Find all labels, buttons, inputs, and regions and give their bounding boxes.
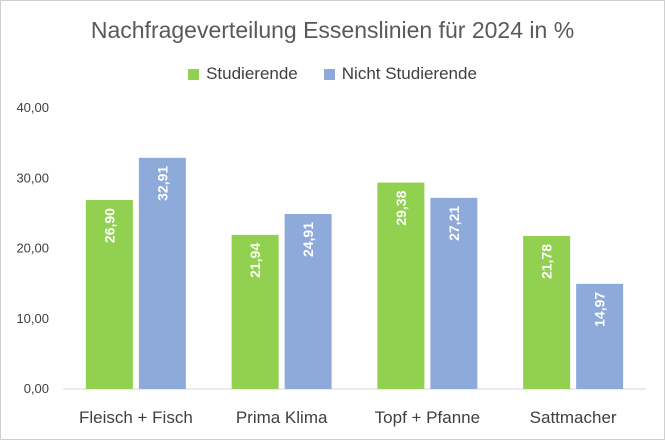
- legend-label-nicht-studierende: Nicht Studierende: [341, 64, 477, 83]
- bar: [576, 283, 624, 389]
- y-tick-label: 10,00: [16, 311, 49, 326]
- category-label: Fleisch + Fisch: [79, 408, 193, 427]
- bar: [523, 235, 571, 389]
- chart-title: Nachfrageverteilung Essenslinien für 202…: [90, 17, 575, 43]
- data-label: 14,97: [592, 292, 608, 327]
- bar: [85, 200, 133, 389]
- data-label: 27,21: [446, 206, 462, 241]
- data-label: 24,91: [300, 222, 316, 257]
- y-tick-label: 30,00: [16, 170, 49, 185]
- legend-swatch-studierende: [188, 68, 200, 80]
- legend-swatch-nicht-studierende: [323, 68, 335, 80]
- y-tick-label: 20,00: [16, 241, 49, 256]
- chart-legend: Studierende Nicht Studierende: [1, 64, 664, 84]
- bar: [231, 234, 279, 389]
- legend-item-studierende: Studierende: [188, 64, 298, 84]
- category-label: Sattmacher: [530, 408, 617, 427]
- bar: [377, 182, 425, 389]
- data-label: 32,91: [154, 166, 170, 201]
- data-label: 26,90: [101, 208, 117, 243]
- category-label: Topf + Pfanne: [375, 408, 480, 427]
- data-label: 21,78: [539, 244, 555, 279]
- y-tick-label: 40,00: [16, 100, 49, 115]
- legend-item-nicht-studierende: Nicht Studierende: [323, 64, 477, 84]
- legend-label-studierende: Studierende: [206, 64, 298, 83]
- category-label: Prima Klima: [236, 408, 328, 427]
- y-tick-label: 0,00: [24, 381, 49, 396]
- data-label: 29,38: [393, 190, 409, 225]
- data-label: 21,94: [247, 243, 263, 278]
- bar: [138, 157, 186, 389]
- bar: [284, 214, 332, 389]
- bar: [430, 197, 478, 389]
